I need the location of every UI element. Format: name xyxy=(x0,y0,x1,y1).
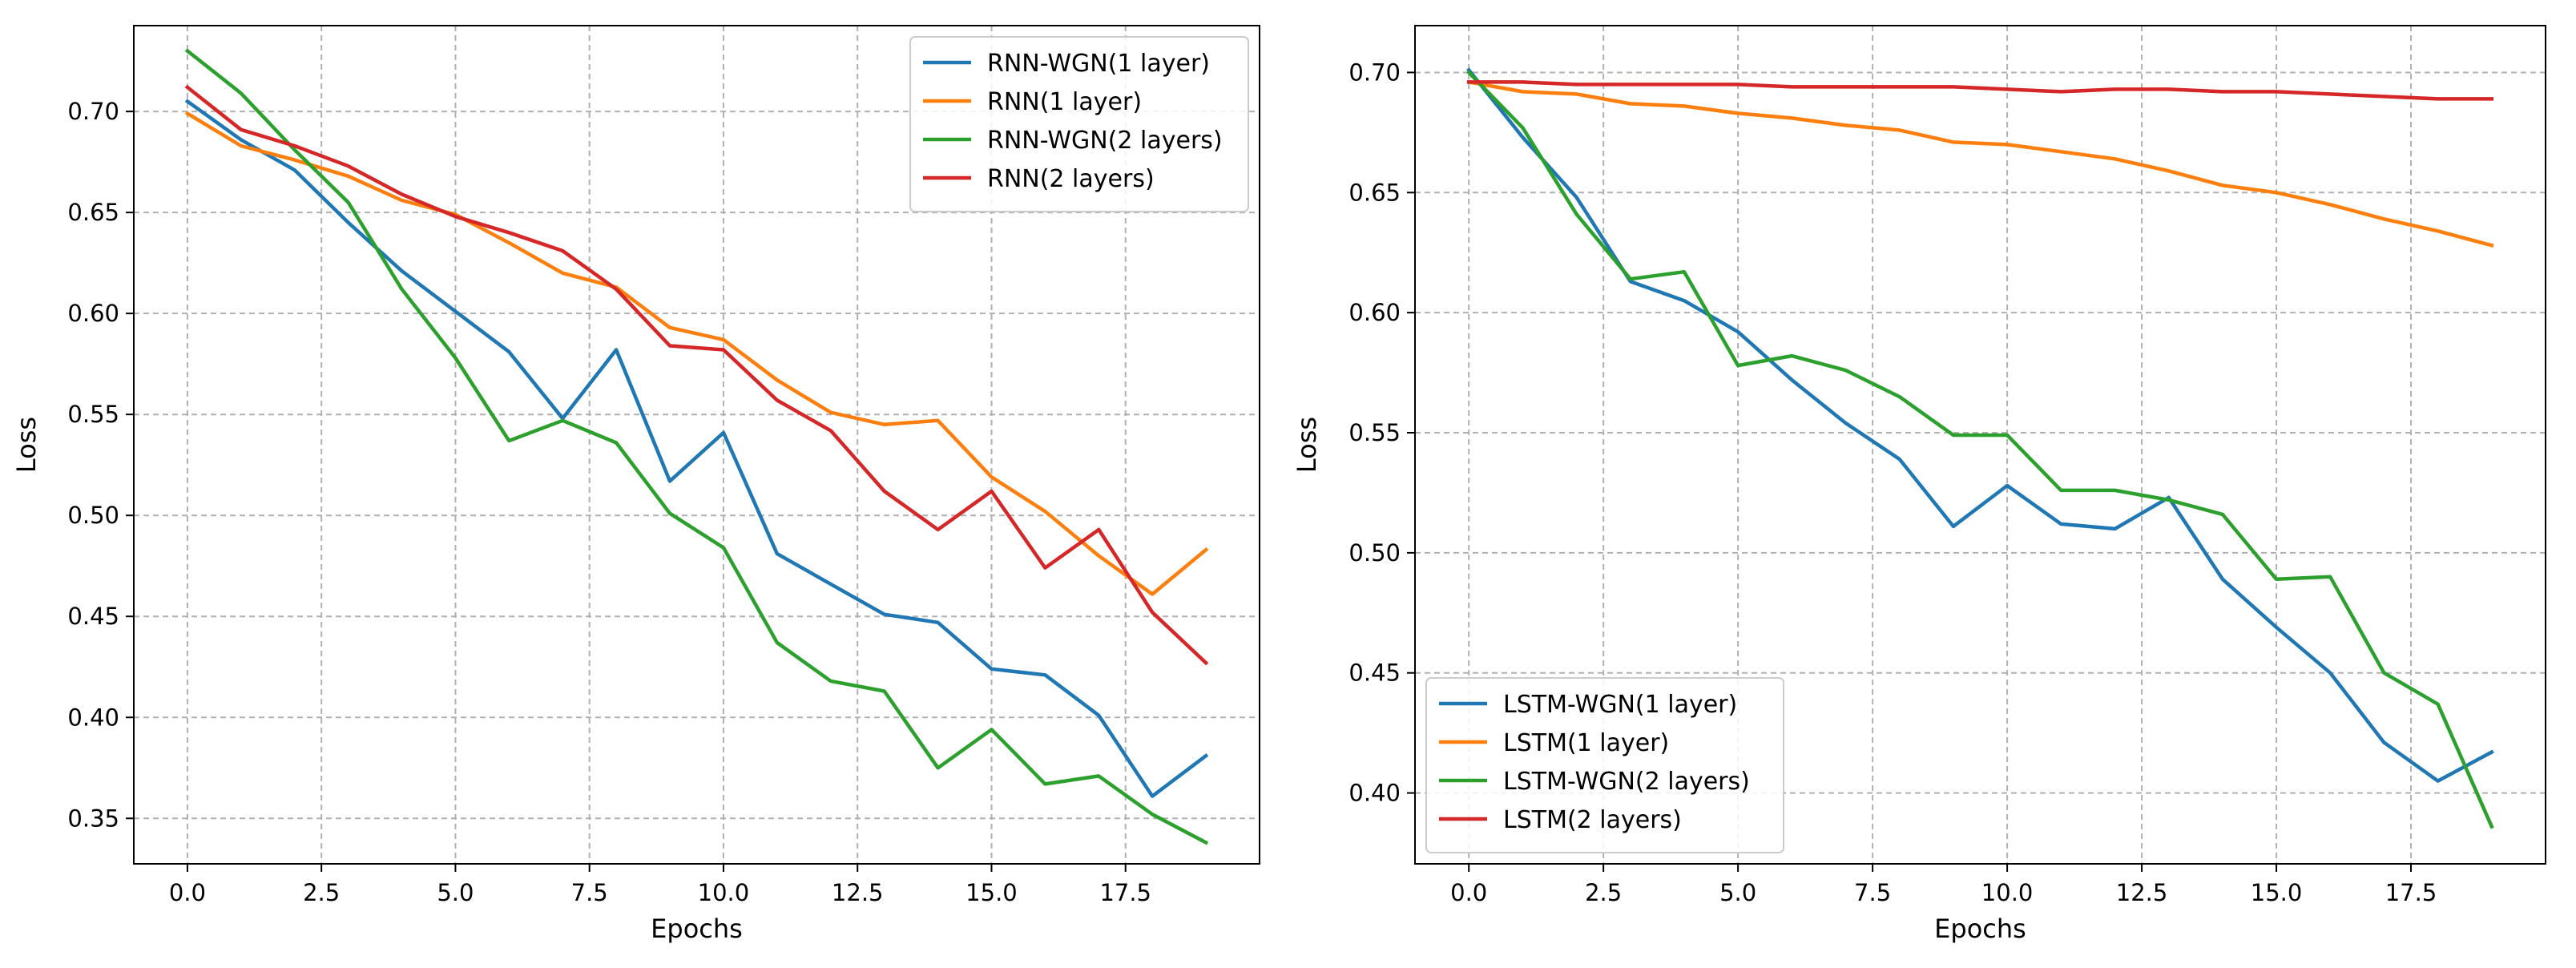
y-tick-label: 0.50 xyxy=(1348,539,1401,567)
series-line-4 xyxy=(184,84,1209,666)
x-axis-label: Epochs xyxy=(1934,914,2026,944)
y-tick-label: 0.45 xyxy=(1348,659,1401,687)
x-tick-label: 17.5 xyxy=(2385,879,2437,906)
x-axis-label: Epochs xyxy=(651,914,743,944)
legend-label-3: RNN-WGN(2 layers) xyxy=(987,127,1223,155)
series-line-3 xyxy=(1466,70,2494,829)
series-line-1 xyxy=(1466,67,2494,783)
y-axis-label: Loss xyxy=(11,417,42,473)
legend-label-1: RNN-WGN(1 layer) xyxy=(987,50,1210,78)
legend-box xyxy=(909,36,1249,212)
series-line-2 xyxy=(1466,79,2494,248)
x-tick-label: 15.0 xyxy=(2251,879,2303,906)
y-tick-label: 0.70 xyxy=(67,98,119,125)
legend-box xyxy=(1425,677,1784,853)
y-tick-label: 0.70 xyxy=(1348,58,1401,86)
legend: LSTM-WGN(1 layer) LSTM(1 layer) LSTM-WGN(2… xyxy=(1425,677,1784,853)
x-tick-label: 2.5 xyxy=(1585,879,1622,906)
y-tick-label: 0.60 xyxy=(1348,299,1401,326)
x-tick-label: 5.0 xyxy=(1719,879,1756,906)
y-tick-label: 0.40 xyxy=(1348,780,1401,807)
legend-label-3: LSTM-WGN(2 layers) xyxy=(1503,768,1750,796)
x-tick-label: 12.5 xyxy=(832,879,884,906)
plot-frame xyxy=(133,25,1260,865)
lstm-loss-chart: 0.0 2.5 5.0 7.5 10.0 12.5 15.0 17.5 0.40 0.45 0.50… xyxy=(1292,25,2546,944)
legend-label-4: LSTM(2 layers) xyxy=(1503,806,1682,834)
x-tick-label: 15.0 xyxy=(965,879,1018,906)
y-axis-label: Loss xyxy=(1292,417,1322,473)
x-tick-label: 0.0 xyxy=(169,879,206,906)
series-line-1 xyxy=(184,99,1209,798)
plot-frame xyxy=(1414,25,2546,865)
y-tick-label: 0.65 xyxy=(67,199,119,226)
y-tick-label: 0.65 xyxy=(1348,179,1401,206)
series-line-4 xyxy=(1466,80,2494,101)
x-tick-label: 7.5 xyxy=(1854,879,1891,906)
x-tick-label: 5.0 xyxy=(437,879,474,906)
x-tick-label: 10.0 xyxy=(698,879,750,906)
x-tick-label: 0.0 xyxy=(1450,879,1487,906)
rnn-loss-chart: 0.0 2.5 5.0 7.5 10.0 12.5 15.0 17.5 0.35 0.40 0.45… xyxy=(11,25,1260,944)
x-tick-label: 2.5 xyxy=(303,879,340,906)
y-tick-label: 0.40 xyxy=(67,704,119,731)
y-tick-label: 0.60 xyxy=(67,300,119,327)
y-tick-label: 0.50 xyxy=(67,502,119,529)
legend-label-2: RNN(1 layer) xyxy=(987,88,1142,116)
x-tick-label: 7.5 xyxy=(571,879,608,906)
x-tick-label: 10.0 xyxy=(1981,879,2034,906)
legend: RNN-WGN(1 layer) RNN(1 layer) RNN-WGN(2 la… xyxy=(909,36,1249,212)
y-tick-label: 0.35 xyxy=(67,805,119,832)
y-tick-label: 0.45 xyxy=(67,603,119,630)
series-line-2 xyxy=(184,111,1209,596)
legend-label-1: LSTM-WGN(1 layer) xyxy=(1503,691,1737,719)
legend-label-2: LSTM(1 layer) xyxy=(1503,729,1669,757)
y-tick-label: 0.55 xyxy=(1348,419,1401,446)
series-line-3 xyxy=(184,48,1209,845)
legend-label-4: RNN(2 layers) xyxy=(987,165,1155,193)
y-tick-label: 0.55 xyxy=(67,401,119,428)
x-tick-label: 12.5 xyxy=(2116,879,2168,906)
x-tick-label: 17.5 xyxy=(1099,879,1151,906)
